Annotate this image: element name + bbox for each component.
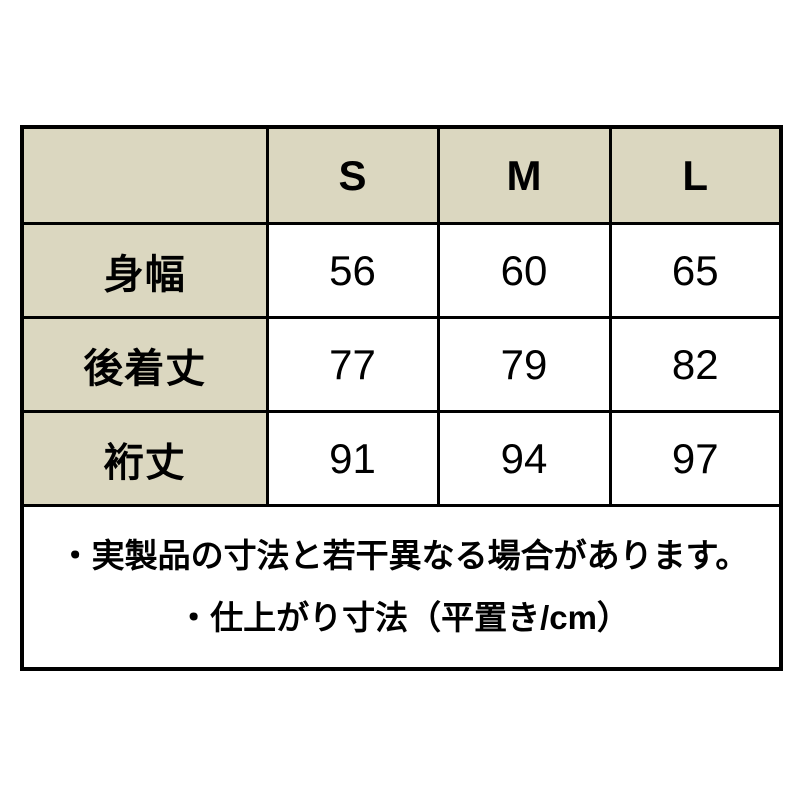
corner-cell <box>20 125 269 225</box>
column-header-l: L <box>608 125 783 225</box>
note-line-measure-method: ・仕上がり寸法（平置き/cm） <box>177 599 630 636</box>
row-label-sleeve-length: 裄丈 <box>20 410 269 507</box>
column-header-s: S <box>265 125 440 225</box>
cell-back-length-m: 79 <box>436 316 612 413</box>
column-header-m: M <box>436 125 612 225</box>
cell-body-width-s: 56 <box>265 222 440 319</box>
table-header-row: S M L <box>20 125 783 225</box>
cell-body-width-l: 65 <box>608 222 783 319</box>
row-label-body-width: 身幅 <box>20 222 269 319</box>
size-table: S M L 身幅 56 60 65 後着丈 77 79 82 裄丈 91 94 <box>20 125 783 671</box>
table-row-body-width: 身幅 56 60 65 <box>20 222 783 319</box>
cell-sleeve-length-s: 91 <box>265 410 440 507</box>
cell-back-length-l: 82 <box>608 316 783 413</box>
row-label-back-length: 後着丈 <box>20 316 269 413</box>
cell-sleeve-length-m: 94 <box>436 410 612 507</box>
notes-block: ・実製品の寸法と若干異なる場合があります。 ・仕上がり寸法（平置き/cm） <box>25 536 778 637</box>
table-row-sleeve-length: 裄丈 91 94 97 <box>20 410 783 507</box>
cell-back-length-s: 77 <box>265 316 440 413</box>
note-line-tolerance: ・実製品の寸法と若干異なる場合があります。 <box>58 536 749 574</box>
table-notes-row: ・実製品の寸法と若干異なる場合があります。 ・仕上がり寸法（平置き/cm） <box>20 504 783 671</box>
table-row-back-length: 後着丈 77 79 82 <box>20 316 783 413</box>
cell-body-width-m: 60 <box>436 222 612 319</box>
cell-sleeve-length-l: 97 <box>608 410 783 507</box>
notes-cell: ・実製品の寸法と若干異なる場合があります。 ・仕上がり寸法（平置き/cm） <box>20 504 783 671</box>
